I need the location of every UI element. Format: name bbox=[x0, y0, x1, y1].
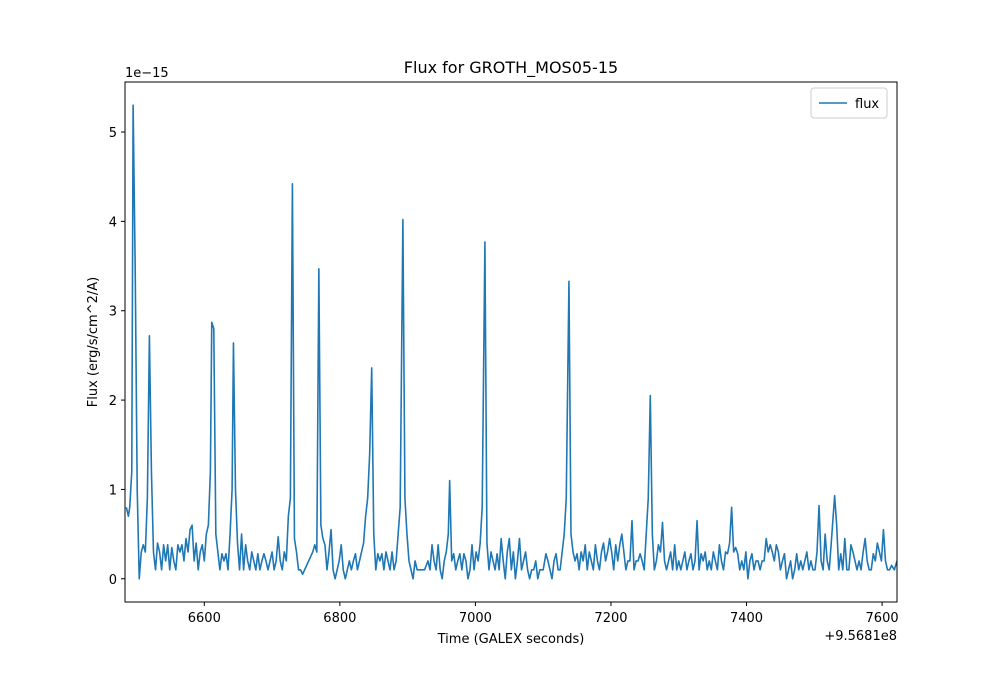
x-tick-label: 7200 bbox=[594, 611, 627, 626]
y-tick-label: 5 bbox=[109, 126, 117, 141]
y-tick-label: 0 bbox=[109, 573, 117, 588]
x-tick-label: 7600 bbox=[866, 611, 899, 626]
line-series bbox=[125, 104, 897, 580]
plot-frame bbox=[124, 81, 898, 603]
legend-label: flux bbox=[855, 97, 879, 112]
y-axis-label: Flux (erg/s/cm^2/A) bbox=[86, 277, 101, 407]
y-offset-label: 1e−15 bbox=[125, 66, 169, 81]
y-tick-label: 1 bbox=[109, 483, 117, 498]
y-tick-label: 4 bbox=[109, 215, 117, 230]
x-axis-label: Time (GALEX seconds) bbox=[437, 632, 585, 647]
x-tick-label: 7000 bbox=[459, 611, 492, 626]
x-tick-label: 6800 bbox=[323, 611, 356, 626]
x-tick-label: 7400 bbox=[730, 611, 763, 626]
chart-title: Flux for GROTH_MOS05-15 bbox=[404, 58, 618, 78]
y-tick-label: 2 bbox=[109, 394, 117, 409]
x-tick-label: 6600 bbox=[188, 611, 221, 626]
y-tick-label: 3 bbox=[109, 305, 117, 320]
legend-box bbox=[810, 87, 888, 119]
x-offset-label: +9.5681e8 bbox=[824, 629, 897, 644]
